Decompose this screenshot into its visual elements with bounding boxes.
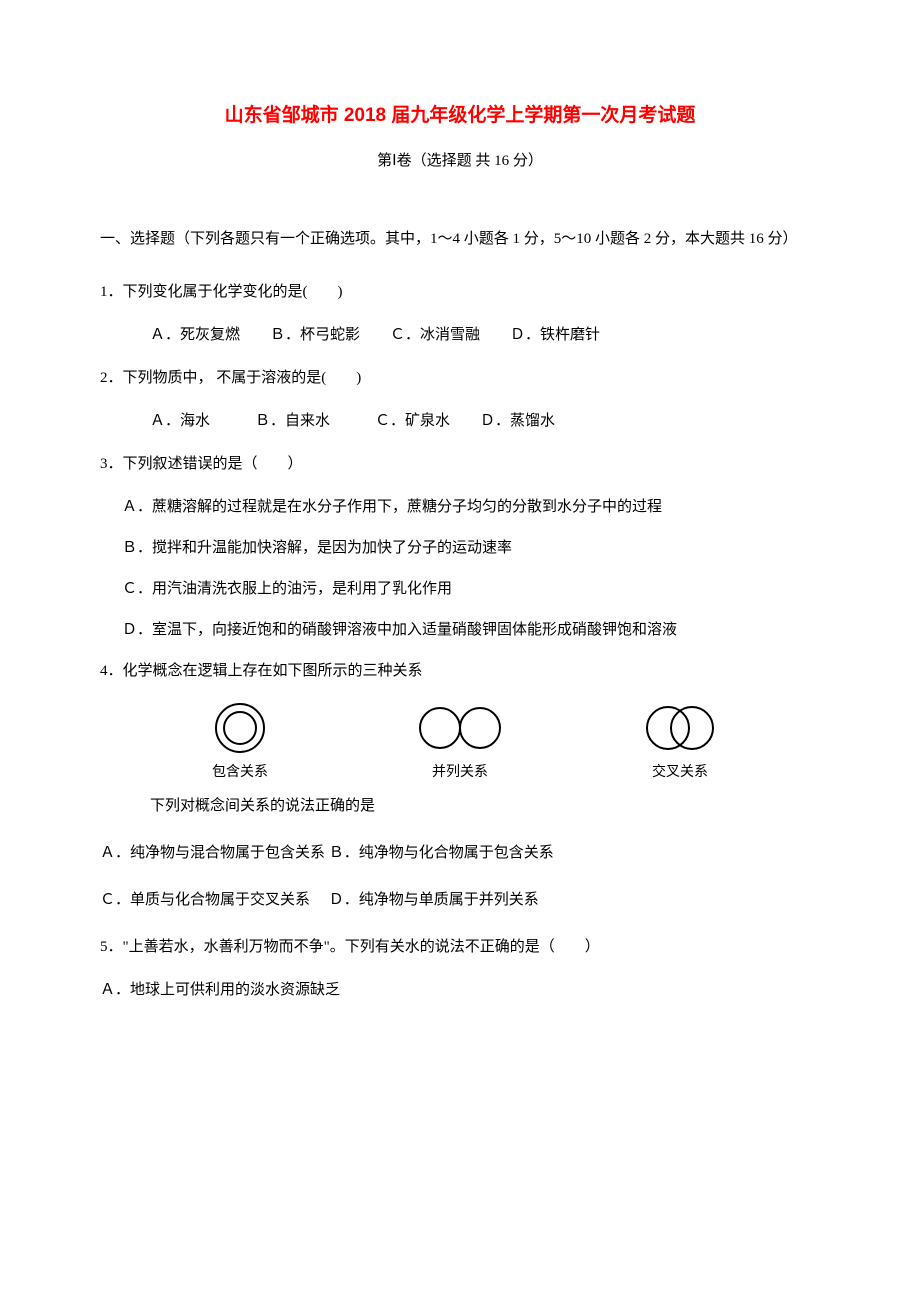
q4-row2: Ｃ．单质与化合物属于交叉关系 Ｄ．纯净物与单质属于并列关系 xyxy=(100,881,820,920)
diagram-separate-label: 并列关系 xyxy=(432,761,488,781)
q2-options: Ａ．海水 Ｂ．自来水 Ｃ．矿泉水 Ｄ．蒸馏水 xyxy=(100,402,820,441)
exam-subtitle: 第Ⅰ卷（选择题 共 16 分） xyxy=(100,149,820,170)
diagram-intersect-label: 交叉关系 xyxy=(652,761,708,781)
q1-options: Ａ．死灰复燃 Ｂ．杯弓蛇影 Ｃ．冰消雪融 Ｄ．铁杵磨针 xyxy=(100,316,820,355)
diagram-intersect: 交叉关系 xyxy=(635,701,725,781)
q4-stem: 4．化学概念在逻辑上存在如下图所示的三种关系 xyxy=(100,652,820,691)
exam-title: 山东省邹城市 2018 届九年级化学上学期第一次月考试题 xyxy=(100,100,820,127)
diagram-contain: 包含关系 xyxy=(195,701,285,781)
q5-a: Ａ．地球上可供利用的淡水资源缺乏 xyxy=(100,971,820,1010)
intersect-icon xyxy=(635,701,725,755)
diagram-separate: 并列关系 xyxy=(415,701,505,781)
section-header: 一、选择题（下列各题只有一个正确选项。其中，1～4 小题各 1 分，5～10 小… xyxy=(100,220,820,259)
q2-stem: 2．下列物质中， 不属于溶液的是( ) xyxy=(100,359,820,398)
q3-a: Ａ．蔗糖溶解的过程就是在水分子作用下，蔗糖分子均匀的分散到水分子中的过程 xyxy=(100,488,820,527)
separate-icon xyxy=(415,701,505,755)
q3-b: Ｂ．搅拌和升温能加快溶解，是因为加快了分子的运动速率 xyxy=(100,529,820,568)
q3-c: Ｃ．用汽油清洗衣服上的油污，是利用了乳化作用 xyxy=(100,570,820,609)
q4-diagram-row: 包含关系 并列关系 交叉关系 xyxy=(100,691,820,785)
diagram-contain-label: 包含关系 xyxy=(212,761,268,781)
q4-post: 下列对概念间关系的说法正确的是 xyxy=(100,787,820,826)
q4-row1: Ａ．纯净物与混合物属于包含关系 Ｂ．纯净物与化合物属于包含关系 xyxy=(100,834,820,873)
q3-d: Ｄ．室温下，向接近饱和的硝酸钾溶液中加入适量硝酸钾固体能形成硝酸钾饱和溶液 xyxy=(100,611,820,650)
q1-stem: 1．下列变化属于化学变化的是( ) xyxy=(100,273,820,312)
q5-stem: 5．"上善若水，水善利万物而不争"。下列有关水的说法不正确的是（ ） xyxy=(100,928,820,967)
contain-icon xyxy=(195,701,285,755)
q3-stem: 3．下列叙述错误的是（ ） xyxy=(100,445,820,484)
